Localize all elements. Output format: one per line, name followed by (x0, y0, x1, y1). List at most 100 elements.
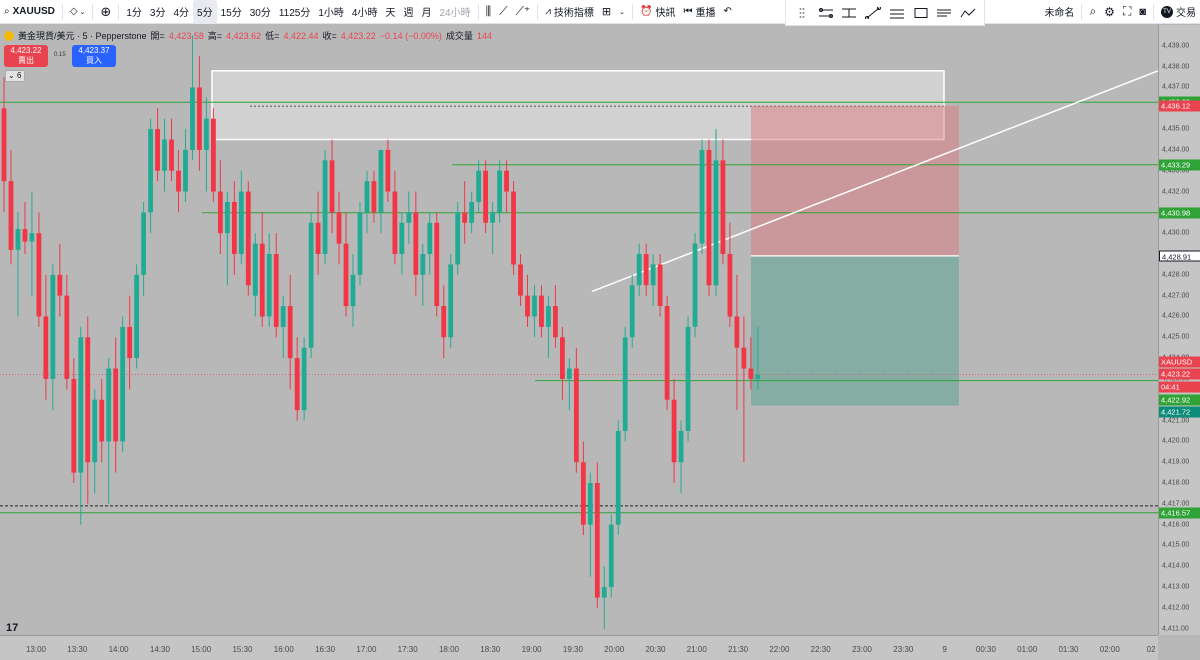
price-tick: 4,420.00 (1162, 437, 1190, 445)
timeframe-7[interactable]: 1小時 (318, 8, 344, 19)
timeframe-8[interactable]: 4小時 (351, 8, 378, 19)
candle-body (78, 337, 84, 473)
candle-body (392, 191, 398, 255)
candle-body (36, 233, 42, 317)
time-tick: 15:00 (191, 645, 212, 654)
grid-icon: ⊞ (601, 6, 612, 18)
time-tick: 22:00 (769, 645, 790, 654)
candle-body (685, 326, 691, 431)
candle-body (231, 201, 237, 255)
timeframe-3[interactable]: 5分 (193, 0, 217, 24)
indicator-collapse-button[interactable]: ⌄ 6 (5, 70, 25, 82)
legend-volume: 144 (476, 30, 492, 41)
timeframe-10[interactable]: 週 (403, 8, 414, 19)
compare-dropdown[interactable]: ◇ ⌄ (66, 0, 90, 24)
time-tick: 23:30 (893, 645, 914, 654)
line-plus-icon: ⟋⁺ (515, 4, 531, 18)
zigzag-icon[interactable] (960, 6, 976, 20)
fullscreen-button[interactable]: ⛶ (1119, 0, 1135, 24)
sell-price: 4,423.22 (10, 46, 42, 55)
candle-body (546, 306, 551, 327)
time-tick: 14:30 (149, 645, 170, 654)
timeframe-2[interactable]: 4分 (173, 8, 190, 19)
price-range-icon[interactable] (841, 6, 857, 20)
price-tick: 4,437.00 (1162, 83, 1190, 91)
candle-body (664, 306, 670, 400)
legend-open-label: 開= (150, 31, 165, 41)
price-tick: 4,426.00 (1162, 312, 1190, 320)
chart-pane[interactable] (0, 25, 1158, 635)
chevron-down-icon: ⌄ (619, 8, 625, 16)
candle-body (329, 160, 335, 213)
price-tick: 4,433.00 (1162, 167, 1190, 175)
chart-canvas[interactable] (0, 25, 1158, 635)
indicators-label: 技術指標 (553, 8, 594, 19)
candle-body (217, 191, 223, 234)
candle-type-button[interactable]: ⫼ (482, 0, 496, 24)
symbol-search[interactable]: ⌕ XAUUSD (0, 0, 59, 24)
candle-body (259, 243, 265, 317)
candle-body (71, 378, 77, 473)
candle-body (580, 462, 586, 525)
indicators-button[interactable]: ⩘ 技術指標 (541, 0, 598, 24)
candle-body (650, 264, 656, 286)
parallel-channel-icon[interactable] (818, 6, 834, 20)
timeframe-5[interactable]: 30分 (249, 8, 271, 19)
candle-body (1, 108, 7, 182)
timeframe-4[interactable]: 15分 (220, 8, 242, 19)
candle-body (106, 368, 112, 442)
trade-label: 交易 (1176, 8, 1196, 19)
chevron-down-icon: ⌄ (79, 8, 86, 16)
buy-button[interactable]: 4,423.37 買入 (72, 45, 116, 67)
trade-button[interactable]: TV 交易 (1157, 0, 1200, 24)
alert-button[interactable]: ⏰ 快訊 (636, 0, 679, 24)
trend-line-icon[interactable] (865, 6, 882, 20)
sell-button[interactable]: 4,423.22 賣出 (4, 45, 48, 67)
candle-icon: ⫼ (485, 4, 492, 18)
candle-body (476, 170, 482, 202)
timeframe-6[interactable]: 1125分 (278, 8, 311, 19)
legend-volume-label: 成交量 (445, 31, 473, 41)
text-lines-icon[interactable] (936, 6, 952, 20)
legend-low: 4,422.44 (283, 30, 319, 41)
candle-body (190, 87, 195, 150)
candle-body (699, 149, 705, 244)
gear-icon: ⚙ (1104, 4, 1115, 19)
line-type-button[interactable]: ⟋ (495, 0, 511, 24)
search-icon: ⌕ (4, 6, 10, 17)
add-symbol-button[interactable]: ⊕ (96, 0, 115, 24)
timeframe-1[interactable]: 3分 (149, 8, 166, 19)
snapshot-button[interactable]: ◙ (1135, 0, 1150, 24)
candle-body (141, 212, 146, 275)
settings-button[interactable]: ⚙ (1100, 0, 1119, 24)
price-label-2: 4,433.29 (1159, 159, 1200, 171)
time-tick: 01:00 (1017, 645, 1038, 654)
price-axis[interactable]: 4,439.004,438.004,437.004,436.004,435.00… (1158, 25, 1200, 635)
candle-body (539, 295, 544, 327)
layout-grid-button[interactable]: ⊞ ⌄ (598, 0, 629, 24)
replay-button[interactable]: ⏮ 重播 (679, 0, 719, 24)
horizontal-lines-icon[interactable] (889, 6, 905, 20)
candle-body (511, 191, 516, 265)
rectangle-icon[interactable] (913, 6, 929, 20)
candle-body (525, 295, 530, 317)
gold-icon (4, 30, 14, 41)
quick-search-button[interactable]: ⌕ (1085, 0, 1100, 24)
tradingview-logo[interactable]: 17 (6, 622, 19, 634)
timeframe-11[interactable]: 月 (421, 8, 432, 19)
legend-close-label: 收= (322, 31, 337, 41)
timeframe-9[interactable]: 天 (385, 8, 396, 19)
legend-high: 4,423.62 (226, 30, 262, 41)
compare-button[interactable]: ⟋⁺ (512, 0, 535, 24)
candle-body (343, 243, 349, 307)
candle-body (43, 316, 49, 379)
candle-body (692, 243, 698, 327)
timeframe-0[interactable]: 1分 (126, 8, 142, 19)
range-24h[interactable]: 24小時 (439, 8, 471, 19)
drag-handle-icon[interactable] (794, 6, 810, 20)
time-tick: 21:00 (686, 645, 707, 654)
undo-button[interactable]: ↶ (719, 0, 735, 24)
layout-name-button[interactable]: 未命名 (1040, 0, 1078, 24)
candle-body (636, 254, 642, 286)
time-axis[interactable]: 13:00 13:30 14:00 14:30 15:00 15:30 16:00 16:30… (0, 635, 1158, 660)
